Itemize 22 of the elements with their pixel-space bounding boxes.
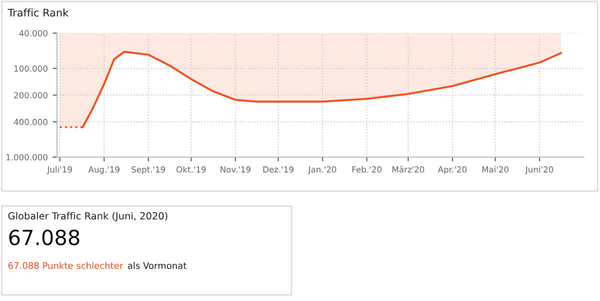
x-tick-label: März'20 xyxy=(392,166,424,173)
y-tick-label: 200.000 xyxy=(14,92,48,98)
text: als Vormonat xyxy=(128,262,186,270)
text: Globaler Traffic Rank (Juni, 2020) xyxy=(8,212,168,222)
chart-title: Traffic Rank xyxy=(8,8,69,17)
x-tick-label: Juni'20 xyxy=(524,166,554,174)
x-tick-label: Mai'20 xyxy=(482,166,508,173)
x-tick-label: Dez.'19 xyxy=(263,166,294,173)
x-tick-label: Jan.'20 xyxy=(308,166,336,174)
text: 67.088 Punkte schlechter xyxy=(8,262,124,270)
x-tick-label: Juli'19 xyxy=(46,166,72,174)
y-tick-label: 400.000 xyxy=(14,118,48,126)
y-tick-label: 40.000 xyxy=(19,30,48,36)
x-tick-label: Apr.'20 xyxy=(438,166,467,174)
y-tick-label: 100.000 xyxy=(14,65,48,72)
y-tick-label: 1.000.000 xyxy=(6,154,48,160)
x-tick-label: Okt.'19 xyxy=(176,166,206,173)
x-tick-label: Aug.'19 xyxy=(88,166,120,174)
text: 67.088 xyxy=(9,230,80,246)
x-tick-label: Feb.'20 xyxy=(352,166,382,173)
x-tick-label: Nov.'19 xyxy=(220,166,250,173)
x-tick-label: Sept.'19 xyxy=(132,166,166,174)
